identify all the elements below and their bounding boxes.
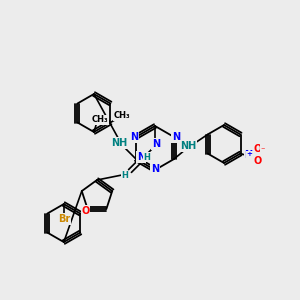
Text: CH₃: CH₃ — [92, 116, 108, 124]
Text: O: O — [82, 206, 90, 216]
Text: H: H — [122, 172, 128, 181]
Text: +: + — [247, 152, 252, 158]
Text: Br: Br — [58, 214, 70, 224]
Text: O: O — [254, 145, 262, 154]
Text: H: H — [144, 152, 150, 161]
Text: NH: NH — [111, 138, 127, 148]
Text: NH: NH — [180, 141, 196, 151]
Text: N: N — [244, 151, 253, 160]
Text: N: N — [130, 132, 138, 142]
Text: CH₃: CH₃ — [114, 111, 131, 120]
Text: ⁻: ⁻ — [260, 145, 265, 154]
Text: O: O — [254, 157, 262, 166]
Text: N: N — [152, 139, 160, 149]
Text: N: N — [137, 152, 145, 162]
Text: N: N — [151, 164, 159, 174]
Text: N: N — [172, 132, 180, 142]
